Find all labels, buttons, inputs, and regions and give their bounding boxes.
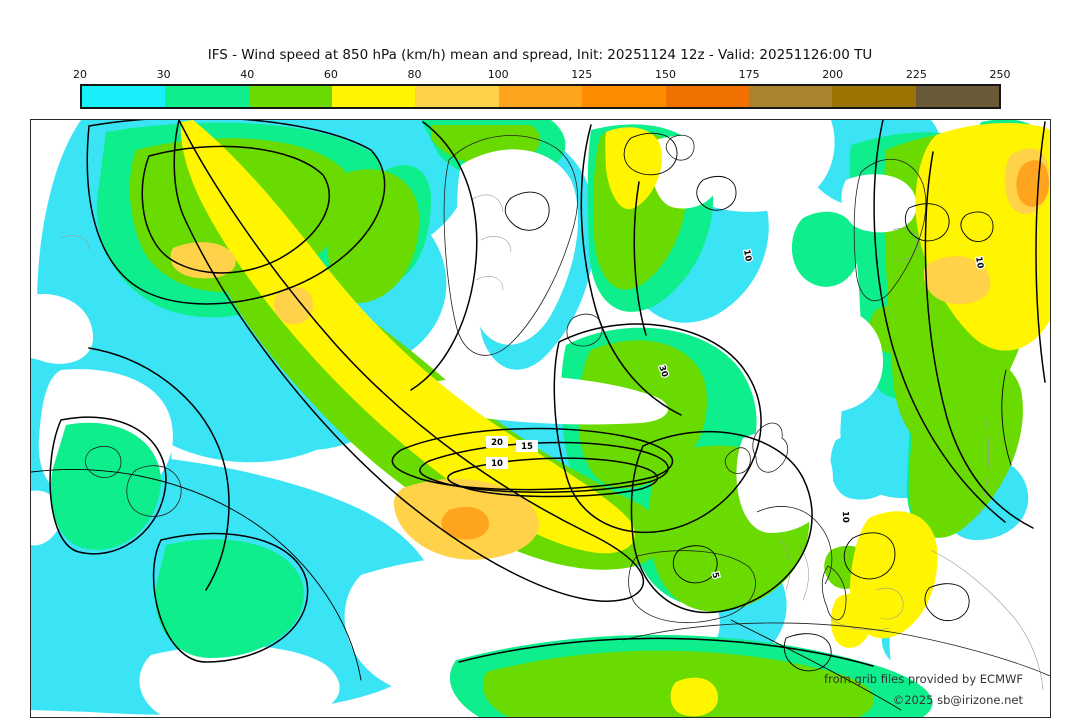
colorbar-tick-label: 100 [487, 68, 509, 81]
colorbar-segments [80, 84, 1001, 109]
contour-label: 10 [741, 249, 753, 262]
attribution: from grib files provided by ECMWF ©2025 … [824, 672, 1023, 707]
colorbar-segment [832, 86, 916, 107]
colorbar-tick-label: 125 [571, 68, 593, 81]
contour-label-box [486, 457, 508, 469]
colorbar-ticks: 20 30 40 60 80 100 125 150 175 200 225 250 [73, 68, 1011, 82]
colorbar-segment [665, 86, 749, 107]
map-canvas: 20 15 10 10 30 10 5 10 from grib files p… [30, 119, 1051, 718]
fill-layer-orange [441, 160, 1050, 540]
contour-layer-thick [49, 120, 1046, 667]
contour-labels: 20 15 10 10 30 10 5 10 [486, 248, 986, 581]
attribution-line1: from grib files provided by ECMWF [824, 672, 1023, 686]
colorbar-tick-label: 225 [905, 68, 927, 81]
wind-field-plot: 20 15 10 10 30 10 5 10 from grib files p… [31, 120, 1050, 717]
colorbar-tick-label: 250 [989, 68, 1011, 81]
colorbar-tick-label: 200 [822, 68, 844, 81]
colorbar-tick-label: 80 [407, 68, 422, 81]
colorbar-tick-label: 60 [323, 68, 338, 81]
colorbar-segment [415, 86, 499, 107]
colorbar-tick-label: 175 [738, 68, 760, 81]
contour-label-box [516, 440, 538, 452]
colorbar-tick-label: 150 [655, 68, 676, 81]
contour-layer-thin [31, 132, 1012, 711]
colorbar-segment [498, 86, 583, 107]
coastline-gray-layer [60, 194, 1044, 691]
contour-label: 10 [840, 511, 850, 523]
colorbar: 20 30 40 60 80 100 125 150 175 200 225 250 [73, 68, 1011, 109]
colorbar-segment [82, 86, 166, 107]
fill-layer-white-upper [416, 135, 917, 533]
attribution-line2: ©2025 sb@irizone.net [893, 693, 1024, 707]
colorbar-tick-label: 30 [156, 68, 171, 81]
colorbar-tick-label: 40 [240, 68, 255, 81]
colorbar-segment [748, 86, 833, 107]
contour-label: 10 [973, 256, 985, 269]
colorbar-tick-label: 20 [73, 68, 87, 81]
contour-label: 5 [709, 571, 720, 579]
contour-label-box [486, 436, 508, 448]
colorbar-segment [582, 86, 666, 107]
colorbar-segment [915, 86, 999, 107]
contour-label: 10 [491, 459, 503, 469]
contour-label: 20 [491, 438, 503, 448]
colorbar-segment [332, 86, 416, 107]
contour-label: 15 [521, 442, 533, 452]
colorbar-segment [248, 86, 333, 107]
colorbar-segment [165, 86, 249, 107]
chart-title: IFS - Wind speed at 850 hPa (km/h) mean … [207, 47, 873, 63]
